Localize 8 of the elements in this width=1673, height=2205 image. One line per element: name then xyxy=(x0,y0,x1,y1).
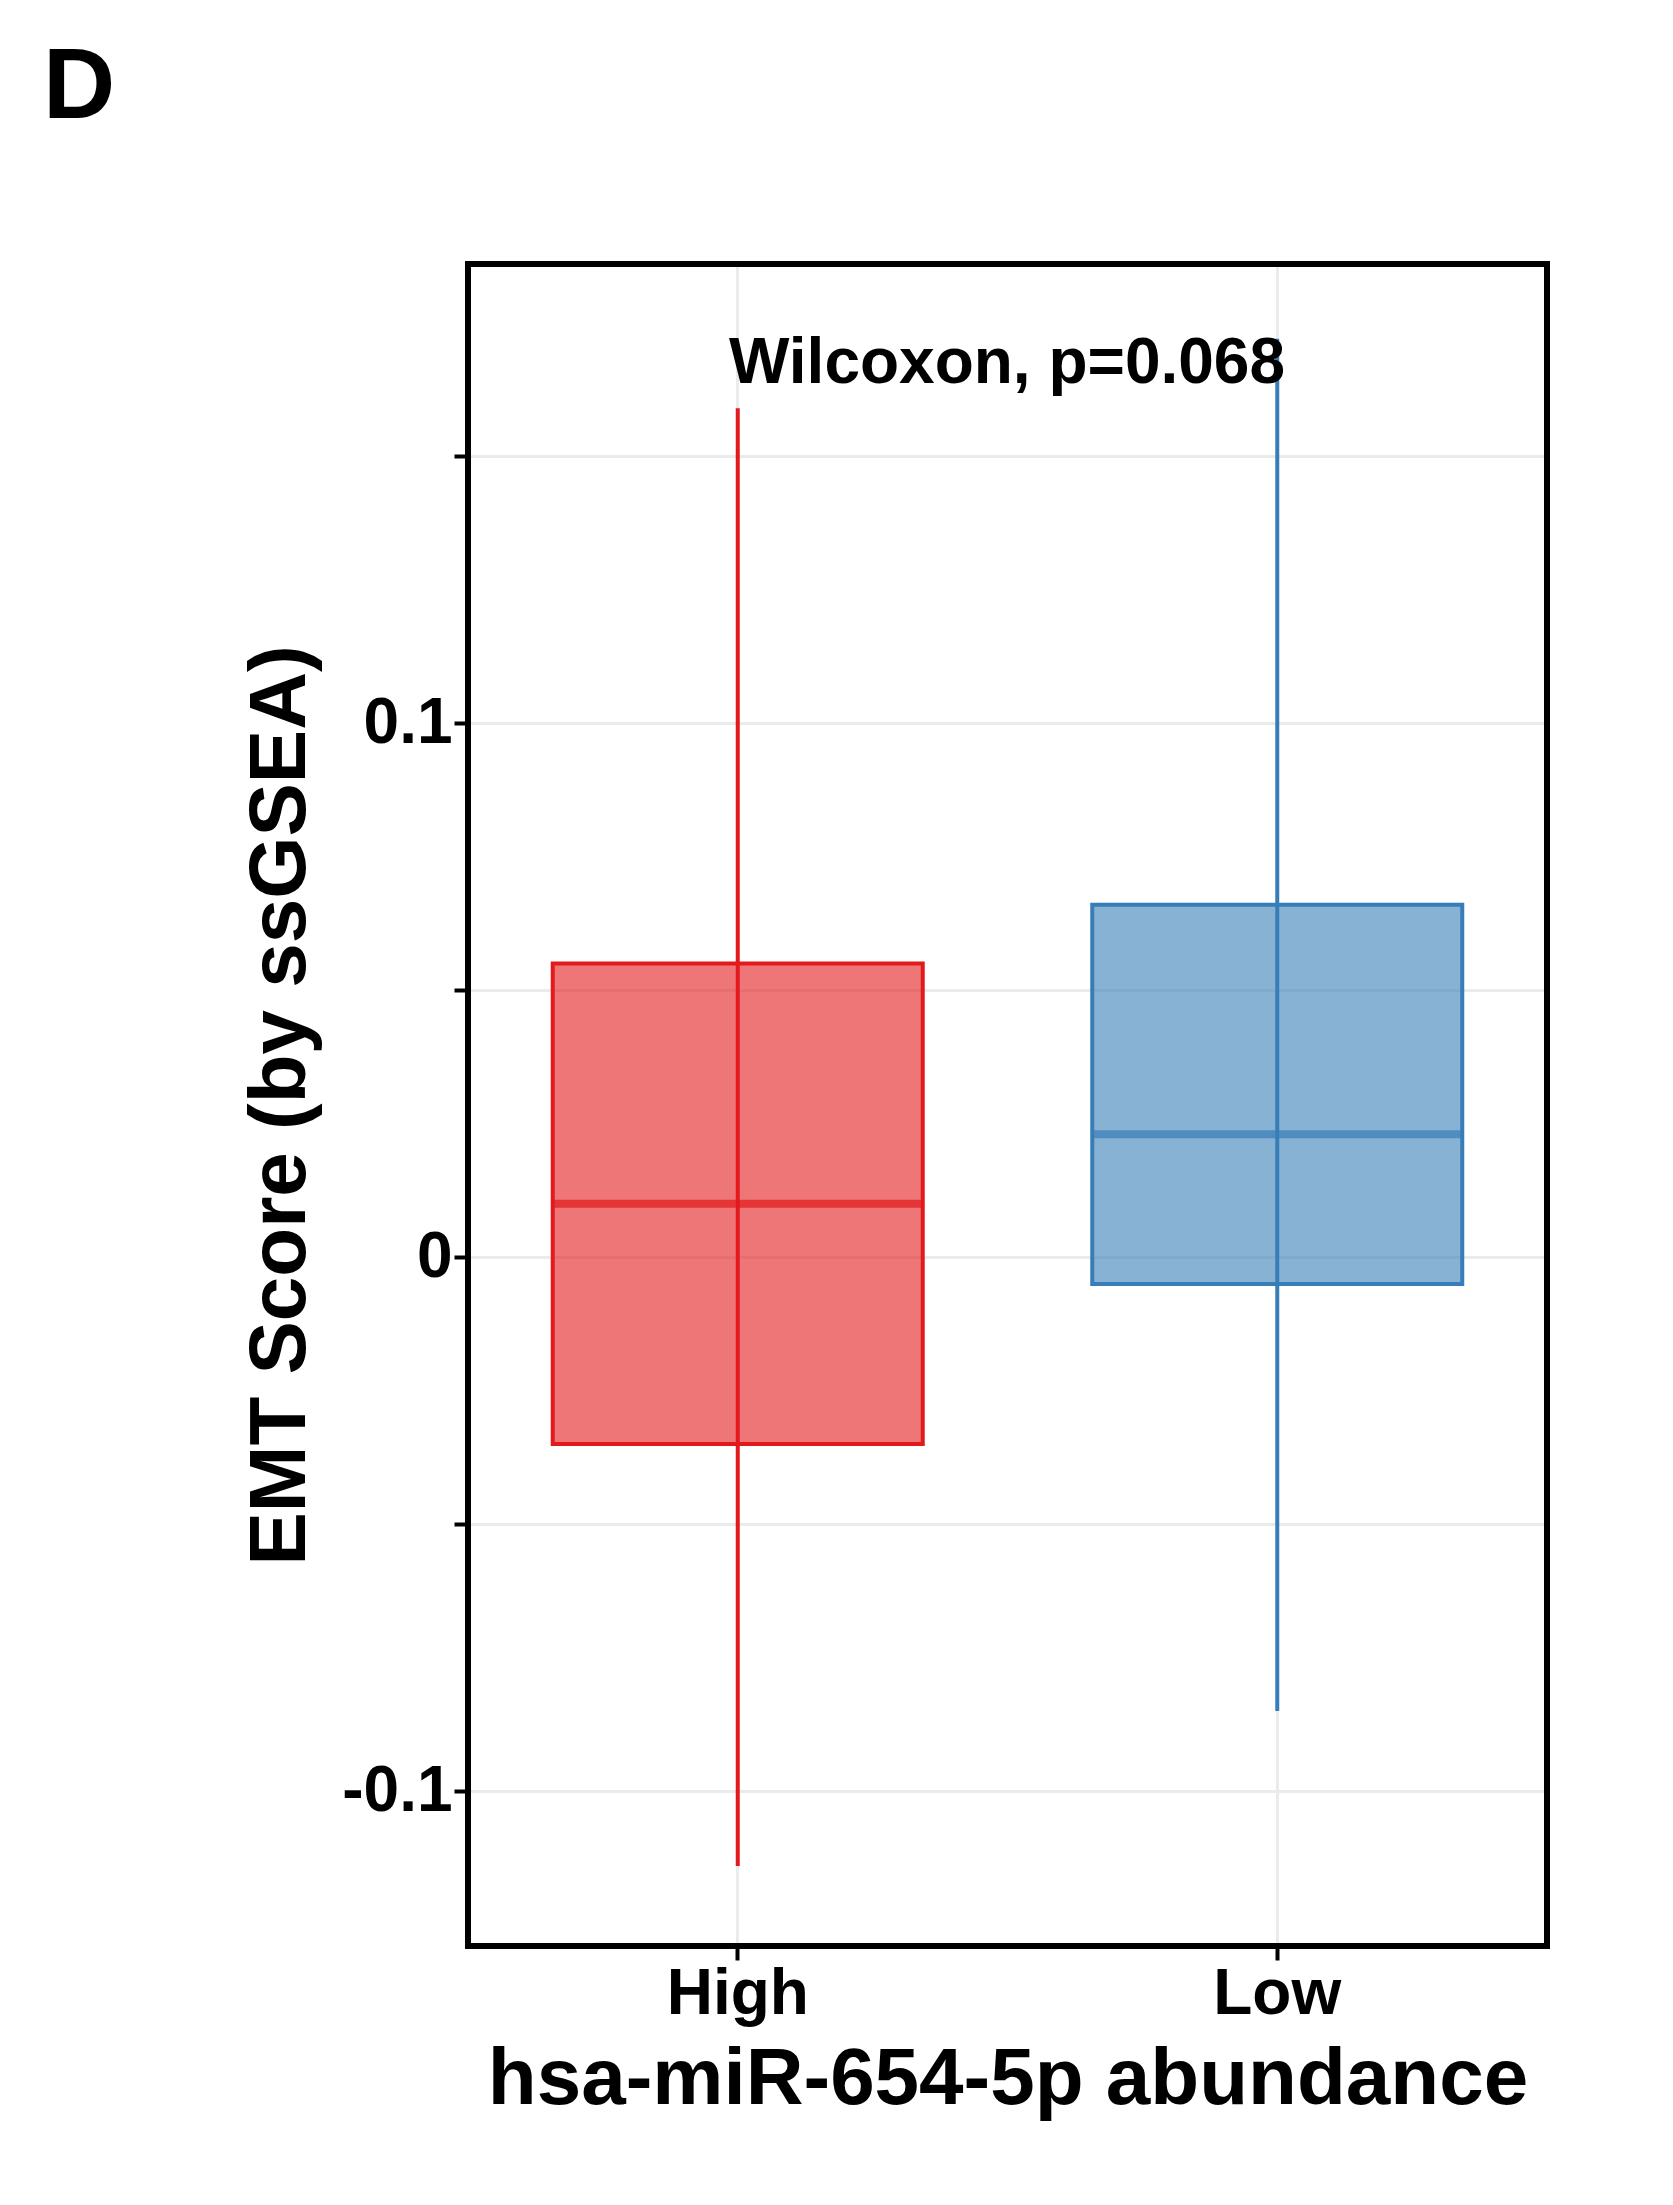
chart-title: D xyxy=(43,27,116,139)
x-tick-label: High xyxy=(666,1955,809,2028)
x-axis-title: hsa-miR-654-5p abundance xyxy=(487,2031,1529,2121)
y-tick-label: -0.1 xyxy=(342,1752,453,1825)
y-tick-label: 0 xyxy=(416,1218,453,1291)
x-tick-label: Low xyxy=(1213,1955,1342,2028)
y-axis-title: EMT Score (by ssGSEA) xyxy=(233,645,323,1566)
y-tick-label: 0.1 xyxy=(363,684,453,757)
